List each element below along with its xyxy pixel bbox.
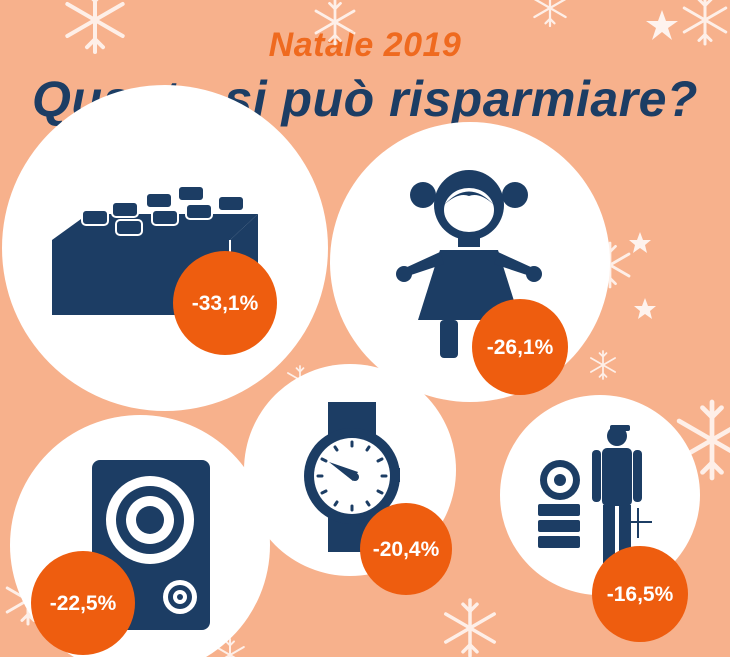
golf-icon [538, 425, 652, 563]
infographic-subtitle: Natale 2019 [268, 26, 462, 64]
badge-watch [360, 503, 452, 595]
badge-speaker [31, 551, 135, 655]
badge-doll [472, 299, 568, 395]
value-label-doll: -26,1% [487, 336, 554, 359]
value-label-golf: -16,5% [607, 583, 674, 606]
doll-icon [396, 170, 542, 358]
badge-golf [592, 546, 688, 642]
badge-bricks [173, 251, 277, 355]
value-label-bricks: -33,1% [192, 292, 259, 315]
value-label-watch: -20,4% [373, 538, 440, 561]
star-decorations [629, 10, 678, 319]
value-label-speaker: -22,5% [50, 592, 117, 615]
